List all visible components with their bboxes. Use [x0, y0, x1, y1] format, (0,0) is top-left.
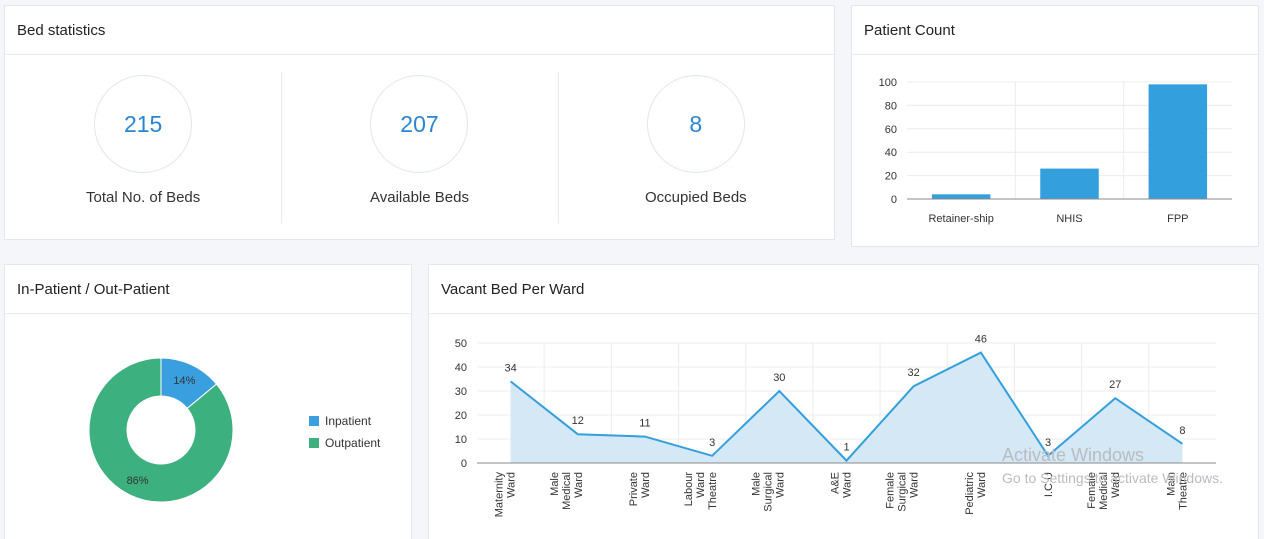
x-tick-label-line: Female: [1086, 472, 1098, 509]
x-tick-label-line: Ward: [976, 472, 988, 498]
data-label: 8: [1179, 425, 1185, 437]
x-tick-label-line: Male: [549, 472, 561, 496]
x-tick-label-line: Ward: [640, 472, 652, 498]
x-tick-label-line: Surgical: [762, 472, 774, 512]
data-label: 3: [709, 437, 715, 449]
x-tick-label: FPP: [1167, 213, 1188, 225]
x-tick-label: I.C.U: [1043, 472, 1055, 497]
pie-slice: [88, 357, 234, 503]
data-label: 11: [639, 418, 650, 430]
x-tick-label-line: I.C.U: [1043, 472, 1055, 497]
data-label: 32: [908, 367, 920, 379]
total-beds-stat: 215 Total No. of Beds: [5, 55, 281, 239]
y-tick-label: 40: [455, 362, 467, 374]
total-beds-value: 215: [94, 75, 193, 173]
in-out-patient-card: In-Patient / Out-Patient 14% 86% Inpatien…: [4, 264, 412, 539]
legend-item-inpatient[interactable]: Inpatient: [309, 414, 380, 428]
available-beds-label: Available Beds: [370, 189, 469, 206]
data-label: 3: [1045, 437, 1051, 449]
bed-statistics-card: Bed statistics 215 Total No. of Beds 207…: [4, 5, 835, 240]
y-tick-label: 40: [885, 147, 897, 159]
x-tick-label: A&E Ward: [830, 472, 854, 498]
y-tick-label: 30: [455, 386, 467, 398]
x-tick-label-line: Labour: [683, 472, 695, 507]
x-tick-label-line: Ward: [909, 472, 921, 498]
pie-value-label: 86%: [127, 475, 149, 487]
occupied-beds-stat: 8 Occupied Beds: [557, 55, 834, 239]
x-tick-label-line: Ward: [695, 472, 707, 498]
in-out-patient-chart: 14% 86%: [88, 357, 234, 503]
x-tick-label: Pediatric Ward: [964, 472, 988, 515]
bar: [1040, 168, 1099, 199]
bar: [1148, 84, 1208, 199]
x-tick-label: Private Ward: [628, 472, 652, 506]
data-label: 27: [1109, 379, 1121, 391]
x-tick-label-line: Ward: [1110, 472, 1122, 498]
y-tick-label: 10: [455, 434, 467, 446]
data-label: 30: [773, 372, 785, 384]
data-label: 34: [504, 362, 516, 374]
x-tick-label-line: Ward: [506, 472, 518, 498]
x-tick-label-line: Female: [885, 472, 897, 509]
available-beds-stat: 207 Available Beds: [281, 55, 557, 239]
data-label: 1: [843, 442, 849, 454]
x-tick-label-line: Medical: [561, 472, 573, 510]
y-tick-label: 50: [455, 338, 467, 350]
x-tick-label-line: Pediatric: [964, 472, 976, 515]
legend-label-outpatient: Outpatient: [325, 436, 381, 450]
legend-item-outpatient[interactable]: Outpatient: [309, 436, 380, 450]
data-label: 46: [975, 334, 987, 346]
x-tick-label-line: Theatre: [707, 472, 719, 510]
x-tick-label-line: Ward: [842, 472, 854, 498]
patient-count-chart: 0 20 40 60 80 100 Retainer-ship NHIS FPP: [879, 77, 1232, 225]
legend-label-inpatient: Inpatient: [325, 414, 372, 428]
x-tick-label-line: Male: [750, 472, 762, 496]
x-tick-label-line: Medical: [1098, 472, 1110, 510]
x-tick-label: NHIS: [1056, 213, 1082, 225]
area-fill: [510, 352, 1183, 463]
series-line: [509, 351, 1183, 463]
x-tick-label-line: A&E: [830, 472, 842, 494]
x-tick-label: Female Surgical Ward: [885, 472, 921, 512]
x-tick-label: Retainer-ship: [928, 213, 993, 225]
y-tick-label: 0: [461, 458, 467, 470]
x-tick-label-line: Private: [628, 472, 640, 506]
x-tick-label: Male Medical Ward: [549, 472, 585, 510]
patient-count-card: Patient Count 0 20 40 60 80 100 Retainer-ship N…: [851, 5, 1259, 247]
total-beds-label: Total No. of Beds: [86, 189, 201, 206]
x-tick-label-line: Maternity: [494, 472, 506, 518]
available-beds-value: 207: [370, 75, 469, 173]
y-tick-label: 20: [885, 171, 897, 183]
in-out-patient-title: In-Patient / Out-Patient: [5, 265, 411, 314]
vacant-bed-title: Vacant Bed Per Ward: [429, 265, 1258, 314]
bar: [931, 194, 991, 199]
x-tick-label-line: Ward: [573, 472, 585, 498]
x-tick-label-line: Surgical: [897, 472, 909, 512]
pie-legend: Inpatient Outpatient: [309, 414, 380, 458]
x-tick-label: Maternity Ward: [494, 472, 518, 518]
x-tick-label: Female Medical Ward: [1086, 472, 1122, 510]
y-tick-label: 0: [891, 194, 897, 206]
y-tick-label: 100: [879, 77, 897, 89]
bed-statistics-title: Bed statistics: [5, 6, 834, 55]
x-tick-label-line: Theatre: [1177, 472, 1189, 510]
vacant-bed-card: Vacant Bed Per Ward 0 10 20 30 40 50 34 Materni…: [428, 264, 1259, 539]
x-tick-label-line: Main: [1165, 472, 1177, 496]
occupied-beds-label: Occupied Beds: [644, 189, 747, 206]
y-tick-label: 60: [885, 124, 897, 136]
x-tick-label: Main Theatre: [1165, 472, 1189, 510]
pie-value-label: 14%: [173, 375, 195, 387]
patient-count-title: Patient Count: [852, 6, 1258, 55]
y-tick-label: 20: [455, 410, 467, 422]
legend-swatch-outpatient: [309, 438, 319, 448]
x-tick-label-line: Ward: [774, 472, 786, 498]
occupied-beds-value: 8: [646, 75, 745, 173]
data-label: 12: [572, 415, 584, 427]
y-tick-label: 80: [885, 100, 897, 112]
x-tick-label: Labour Ward Theatre: [683, 472, 719, 510]
x-tick-label: Male Surgical Ward: [750, 472, 786, 512]
legend-swatch-inpatient: [309, 416, 319, 426]
